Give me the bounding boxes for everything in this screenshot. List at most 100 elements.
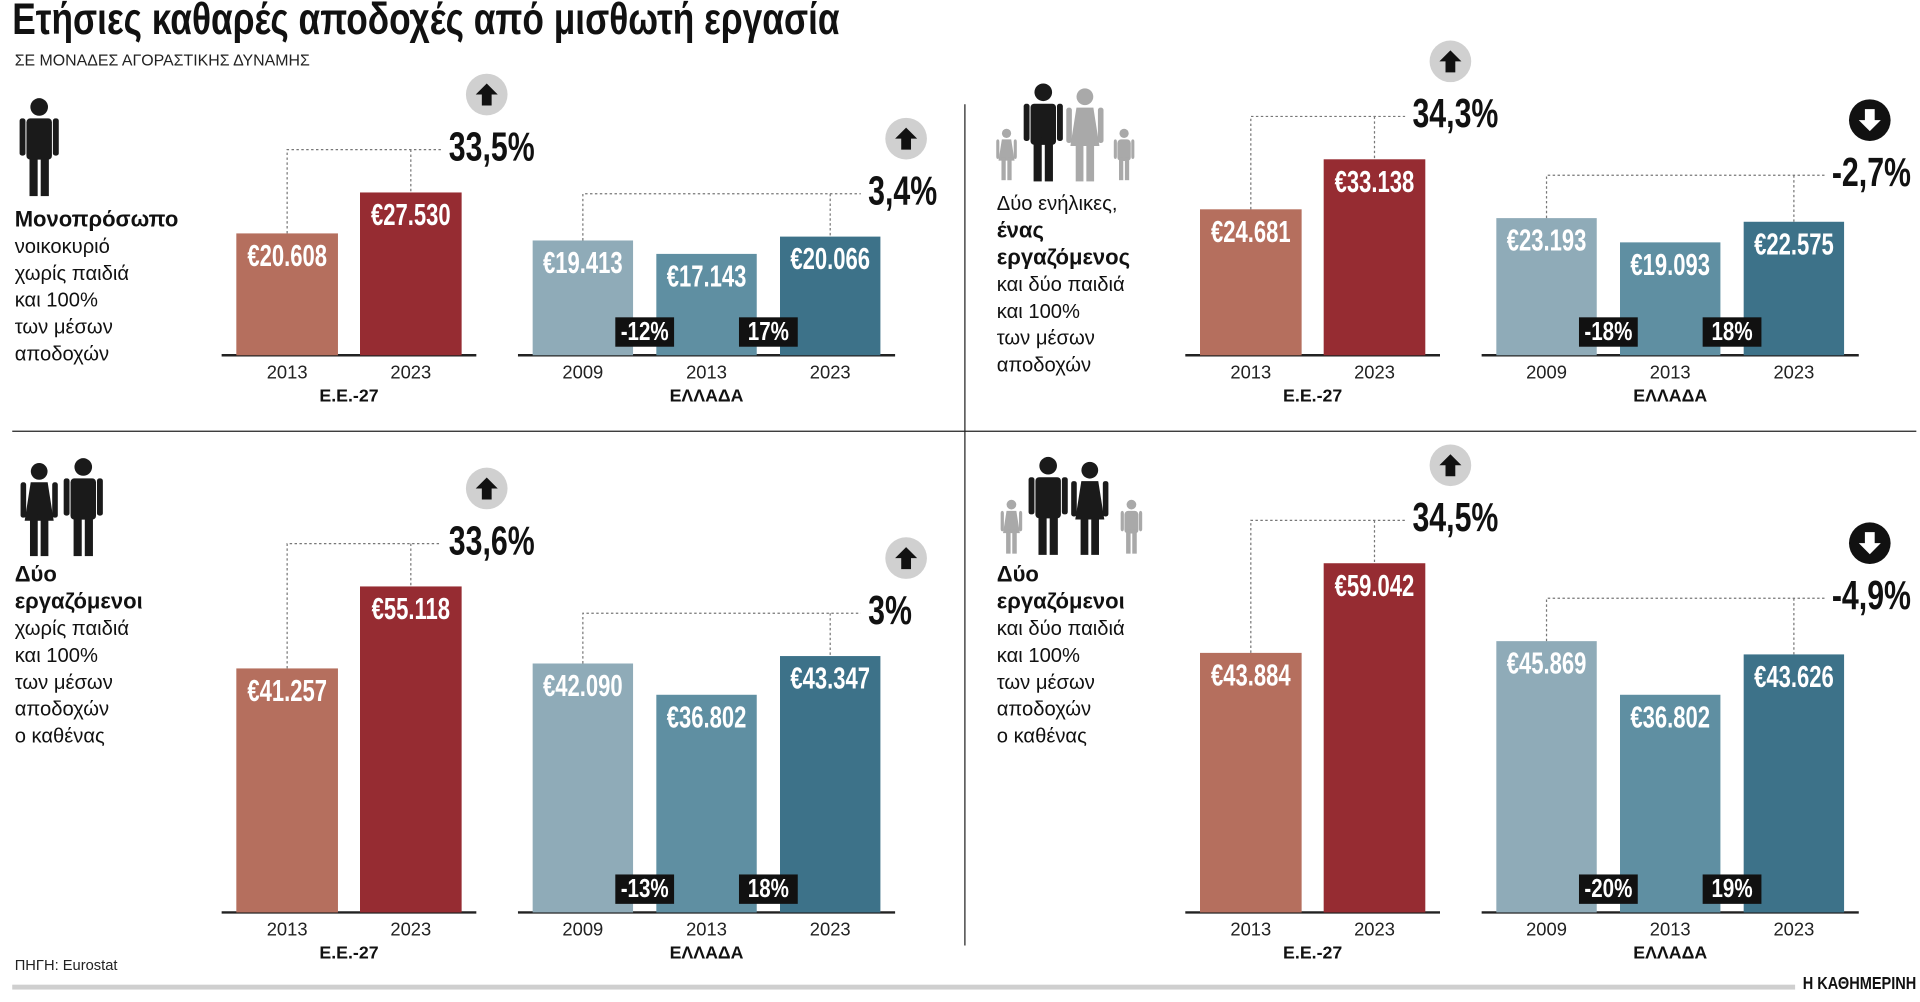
x-tick-label: 2023 bbox=[810, 919, 851, 940]
change-label-group: 3% bbox=[868, 588, 912, 633]
panel-description: εργαζόμενοι bbox=[15, 588, 143, 613]
panel-description: των μέσων bbox=[15, 317, 113, 339]
panel-description: Δύο ενήλικες, bbox=[997, 193, 1118, 215]
leg bbox=[40, 152, 49, 197]
arm bbox=[96, 478, 103, 516]
subtitle: ΣΕ ΜΟΝΑΔΕΣ ΑΓΟΡΑΣΤΙΚΗΣ ΔΥΝΑΜΗΣ bbox=[15, 53, 310, 70]
arm bbox=[1138, 510, 1143, 532]
head bbox=[74, 458, 93, 476]
leg bbox=[40, 514, 49, 557]
brand: Η ΚΑΘΗΜΕΡΙΝΗ bbox=[1803, 975, 1917, 993]
change-arrow bbox=[895, 547, 918, 570]
leg bbox=[1038, 510, 1047, 555]
panel-description: Δύο bbox=[15, 562, 57, 587]
value-label: €43.626 bbox=[1754, 659, 1834, 693]
value-label-group: €36.802 bbox=[1630, 700, 1710, 734]
arm bbox=[1000, 510, 1004, 532]
panel-description: και 100% bbox=[997, 301, 1080, 323]
body bbox=[1124, 510, 1139, 534]
change-label: 3,4% bbox=[868, 168, 937, 213]
x-tick-label: 2013 bbox=[1230, 361, 1271, 382]
leg bbox=[1075, 139, 1084, 182]
step-change-label-group: 17% bbox=[748, 317, 789, 346]
bar bbox=[1323, 563, 1426, 913]
value-label-group: €27.530 bbox=[371, 197, 451, 231]
value-label-group: €24.681 bbox=[1211, 214, 1291, 248]
bar bbox=[360, 192, 462, 356]
value-label: €33.138 bbox=[1335, 164, 1415, 198]
arm bbox=[1097, 107, 1104, 143]
panel-description: των μέσων bbox=[997, 672, 1095, 694]
value-label-group: €36.802 bbox=[667, 700, 747, 734]
change-label: 34,5% bbox=[1412, 495, 1498, 540]
step-change-label: -12% bbox=[621, 317, 669, 346]
value-label: €23.193 bbox=[1507, 223, 1587, 257]
step-change-label-group: -20% bbox=[1584, 874, 1632, 903]
x-tick-label: 2023 bbox=[1773, 361, 1814, 382]
value-label: €22.575 bbox=[1754, 227, 1834, 261]
leg bbox=[1124, 157, 1130, 181]
value-label-group: €55.118 bbox=[372, 591, 450, 625]
person-icon bbox=[1071, 461, 1109, 555]
person-icon bbox=[1066, 88, 1104, 182]
arm bbox=[1028, 477, 1035, 515]
x-tick-label: 2023 bbox=[1773, 919, 1814, 940]
panel-description: και δύο παιδιά bbox=[997, 274, 1125, 296]
x-axis-label: Ε.Ε.-27 bbox=[319, 943, 378, 963]
person-icon bbox=[1023, 83, 1063, 182]
step-change-label-group: 18% bbox=[1711, 317, 1752, 346]
value-label: €20.066 bbox=[790, 242, 870, 276]
step-change-box bbox=[1578, 317, 1638, 347]
value-label: €17.143 bbox=[667, 259, 747, 293]
value-label-group: €43.884 bbox=[1211, 658, 1291, 692]
panel-description: αποδοχών bbox=[997, 699, 1091, 721]
change-label-group: 34,5% bbox=[1412, 495, 1498, 540]
arm bbox=[63, 478, 70, 516]
panel-description: των μέσων bbox=[15, 672, 113, 694]
change-label-group: 34,3% bbox=[1412, 91, 1498, 136]
head bbox=[1006, 499, 1017, 510]
head bbox=[1076, 88, 1094, 106]
change-label: -2,7% bbox=[1832, 150, 1911, 195]
leg bbox=[29, 152, 38, 197]
value-label: €59.042 bbox=[1335, 568, 1415, 602]
bar bbox=[780, 656, 881, 913]
brand-group: Η ΚΑΘΗΜΕΡΙΝΗ bbox=[1803, 975, 1917, 993]
step-change-label-group: -13% bbox=[621, 874, 669, 903]
change-connector bbox=[1250, 115, 1406, 210]
head bbox=[30, 98, 48, 116]
change-connector bbox=[286, 542, 442, 669]
x-axis-label: Ε.Ε.-27 bbox=[1283, 386, 1342, 406]
value-label-group: €19.413 bbox=[543, 246, 623, 280]
x-tick-label: 2013 bbox=[1650, 361, 1691, 382]
bar bbox=[360, 586, 462, 913]
step-change-label: 18% bbox=[1711, 317, 1752, 346]
change-connector bbox=[286, 148, 442, 234]
value-label-group: €33.138 bbox=[1335, 164, 1415, 198]
leg bbox=[1001, 157, 1006, 181]
change-arrow bbox=[1439, 50, 1462, 73]
head bbox=[1039, 456, 1057, 475]
step-change-label: -20% bbox=[1584, 874, 1632, 903]
change-label-group: -4,9% bbox=[1832, 573, 1911, 618]
body bbox=[24, 482, 54, 521]
value-label-group: €59.042 bbox=[1335, 568, 1415, 602]
leg bbox=[29, 514, 38, 557]
value-label-group: €20.608 bbox=[247, 238, 327, 272]
change-arrow bbox=[475, 477, 498, 500]
bar bbox=[1743, 654, 1845, 913]
body bbox=[26, 118, 52, 160]
value-label: €27.530 bbox=[371, 197, 451, 231]
value-label-group: €20.066 bbox=[790, 242, 870, 276]
value-label-group: €17.143 bbox=[667, 259, 747, 293]
leg bbox=[1119, 157, 1124, 181]
person-icon bbox=[1028, 456, 1068, 555]
bar bbox=[1200, 209, 1302, 356]
x-axis-label: ΕΛΛΑΔΑ bbox=[670, 943, 744, 963]
head bbox=[1119, 128, 1129, 139]
step-change-box bbox=[738, 317, 798, 347]
step-change-box bbox=[615, 874, 675, 904]
arm bbox=[1066, 107, 1072, 143]
